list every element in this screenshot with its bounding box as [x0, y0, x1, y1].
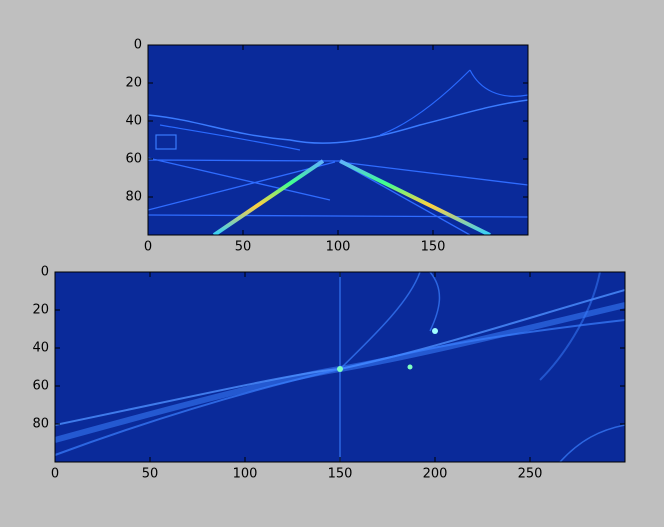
- x-tick-label: 150: [328, 467, 353, 482]
- x-tick-label: 0: [51, 467, 59, 482]
- y-tick-label: 60: [125, 152, 142, 167]
- y-tick-label: 0: [134, 38, 142, 53]
- y-tick-label: 80: [125, 190, 142, 205]
- edge-image: [148, 45, 528, 235]
- y-tick-label: 40: [32, 341, 49, 356]
- x-tick-label: 200: [423, 467, 448, 482]
- x-tick-label: 100: [233, 467, 258, 482]
- y-tick-label: 40: [125, 114, 142, 129]
- x-tick-label: 50: [235, 240, 252, 255]
- hough-image: [55, 272, 625, 462]
- x-tick-label: 0: [144, 240, 152, 255]
- y-tick-label: 60: [32, 379, 49, 394]
- y-tick-label: 20: [125, 76, 142, 91]
- x-tick-label: 50: [142, 467, 159, 482]
- y-tick-label: 0: [41, 265, 49, 280]
- y-tick-label: 20: [32, 303, 49, 318]
- x-tick-label: 150: [421, 240, 446, 255]
- y-tick-label: 80: [32, 417, 49, 432]
- x-tick-label: 250: [518, 467, 543, 482]
- x-tick-label: 100: [326, 240, 351, 255]
